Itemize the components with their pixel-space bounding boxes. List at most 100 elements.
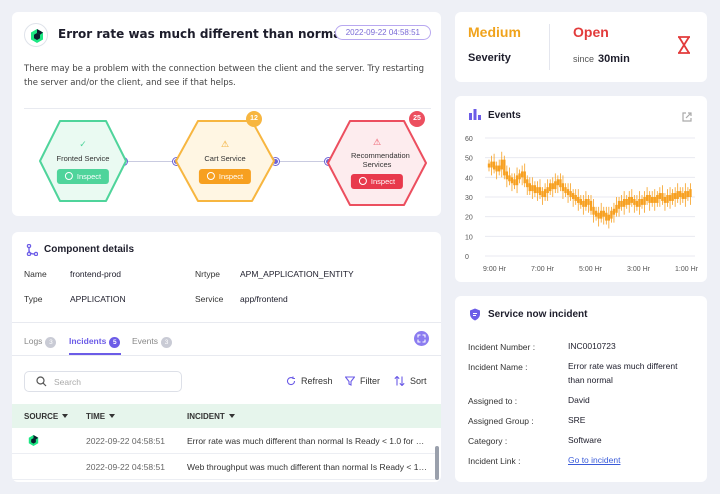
filter-button[interactable]: Filter	[344, 376, 380, 386]
sort-caret-icon	[62, 414, 69, 418]
newrelic-logo	[24, 23, 48, 47]
candle-body	[681, 193, 684, 199]
sn-key-assigned: Assigned to :	[468, 396, 518, 406]
node-label: Recommendation Services	[351, 151, 410, 169]
inspect-button[interactable]: Inspect	[198, 169, 252, 184]
candle-body	[651, 197, 654, 203]
row-time: 2022-09-22 04:58:51	[86, 462, 165, 472]
candle-body	[628, 197, 631, 205]
table-row[interactable]: 2022-09-22 04:58:51 Web throughput was m…	[12, 454, 435, 480]
sort-caret-icon	[228, 414, 235, 418]
branch-icon	[26, 244, 38, 256]
candle-body	[673, 193, 677, 199]
candle-body	[582, 200, 585, 207]
field-value-nrtype: APM_APPLICATION_ENTITY	[240, 269, 354, 279]
y-tick-label: 40	[465, 175, 473, 182]
sn-value-number: INC0010723	[568, 341, 616, 351]
field-key-service: Service	[195, 294, 224, 304]
external-link-icon[interactable]	[681, 111, 693, 123]
candle-body	[526, 179, 529, 188]
sort-button[interactable]: Sort	[394, 375, 427, 387]
column-incident[interactable]: INCIDENT	[187, 412, 235, 421]
search-icon	[36, 376, 47, 387]
candle-body	[602, 210, 605, 217]
divider	[12, 355, 441, 356]
events-chart: 0 10 20 30 40 50 60 9:00 Hr 7:00 Hr 5:00 Hr 3:00 H…	[465, 136, 699, 273]
column-source[interactable]: SOURCE	[24, 412, 69, 421]
service-node-recommendation[interactable]: ⚠ Recommendation Services Inspect 25	[326, 111, 428, 207]
check-circle-icon: ✓	[79, 139, 87, 149]
alarm-icon: ⚠	[220, 139, 230, 149]
candle-body	[490, 161, 493, 168]
events-card: Events 0 10 20 30 40 50 60 9:00 Hr 7:00 Hr 5:00 H…	[455, 96, 707, 282]
candle-body	[625, 198, 628, 205]
node-label: Fronted Service	[56, 154, 110, 163]
inspect-icon	[206, 172, 215, 180]
candle-body	[523, 171, 526, 184]
field-value-type: APPLICATION	[70, 294, 126, 304]
alert-header: Error rate was much different than norma…	[24, 23, 431, 47]
expand-icon	[417, 334, 426, 343]
table-row[interactable]: 2022-09-22 04:58:51 Error rate was much …	[12, 428, 435, 454]
x-tick-label: 3:00 Hr	[627, 266, 651, 273]
expand-button[interactable]	[414, 331, 429, 346]
y-tick-label: 20	[465, 215, 473, 222]
field-value-service: app/frontend	[240, 294, 288, 304]
service-node-frontend[interactable]: ✓ Fronted Service Inspect	[38, 119, 128, 203]
table-scrollbar[interactable]	[435, 446, 439, 480]
candle-body	[510, 177, 514, 184]
candle-body	[638, 198, 641, 207]
y-tick-label: 50	[465, 156, 473, 163]
component-title: Component details	[44, 244, 135, 255]
candle-body	[513, 179, 516, 186]
candle-body	[505, 171, 509, 180]
servicenow-title: Service now incident	[488, 309, 588, 320]
candle-body	[622, 198, 626, 207]
candle-body	[643, 197, 646, 205]
candle-body	[538, 187, 542, 196]
tab-events[interactable]: Events 3	[132, 336, 172, 348]
candle-body	[531, 185, 534, 192]
candle-body	[574, 195, 577, 201]
inspect-icon	[358, 177, 367, 185]
refresh-button[interactable]: Refresh	[286, 376, 333, 386]
x-tick-label: 5:00 Hr	[579, 266, 603, 273]
shield-icon	[470, 308, 480, 321]
go-to-incident-link[interactable]: Go to incident	[568, 455, 621, 465]
candle-body	[559, 179, 562, 188]
y-tick-label: 60	[465, 136, 473, 143]
candle-body	[686, 191, 690, 197]
inspect-button[interactable]: Inspect	[56, 169, 110, 184]
x-tick-label: 7:00 Hr	[531, 266, 555, 273]
candle-body	[549, 183, 552, 192]
column-time[interactable]: TIME	[86, 412, 116, 421]
divider	[12, 322, 441, 323]
node-label: Cart Service	[204, 154, 246, 163]
inspect-icon	[64, 172, 73, 180]
candle-body	[666, 195, 669, 203]
alert-description: There may be a problem with the connecti…	[24, 64, 424, 88]
candle-body	[684, 191, 687, 199]
sn-key-category: Category :	[468, 436, 508, 446]
field-value-name: frontend-prod	[70, 269, 122, 279]
search-input[interactable]: Search	[24, 371, 182, 392]
sn-key-number: Incident Number :	[468, 342, 536, 352]
candle-body	[656, 195, 659, 203]
inspect-button[interactable]: Inspect	[350, 174, 404, 189]
candle-body	[500, 159, 503, 170]
active-tab-indicator	[69, 353, 121, 355]
candle-body	[648, 195, 651, 203]
severity-label: Severity	[468, 52, 511, 64]
tab-logs[interactable]: Logs 3	[24, 336, 57, 348]
candle-body	[571, 193, 575, 199]
candle-body	[566, 189, 570, 196]
sn-value-category: Software	[568, 435, 602, 445]
bar-chart-icon	[469, 109, 481, 120]
newrelic-icon	[28, 435, 39, 446]
sn-key-link: Incident Link :	[468, 456, 521, 466]
candle-body	[579, 198, 582, 205]
since-duration: 30min	[598, 53, 630, 65]
service-node-cart[interactable]: ⚠ Cart Service Inspect 12	[174, 111, 276, 203]
tab-incidents[interactable]: Incidents 5	[69, 336, 121, 348]
sn-value-name: Error rate was much different than norma…	[568, 361, 678, 385]
